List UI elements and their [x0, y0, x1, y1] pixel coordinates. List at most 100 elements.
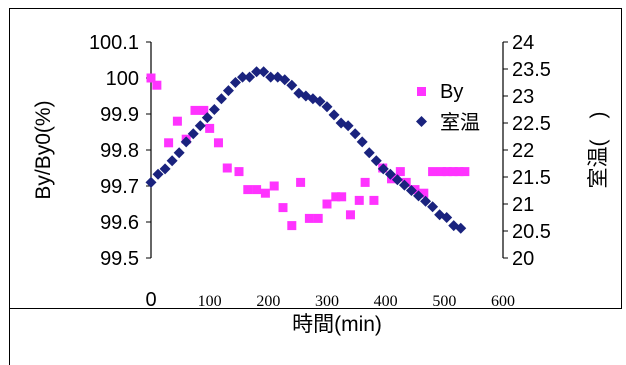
y-tick-label-right: 20: [512, 248, 534, 270]
x-ticks: 0 100 200 300 400 500 600: [145, 289, 515, 311]
x-axis-title: 時間(min): [292, 313, 382, 336]
series-room-temperature: [145, 66, 467, 234]
room-temperature-point: [201, 112, 213, 124]
by-point: [146, 73, 156, 83]
by-point: [419, 188, 429, 198]
room-temperature-point: [244, 71, 256, 83]
legend-label-by: By: [440, 81, 463, 103]
by-point: [234, 167, 244, 177]
by-point: [260, 188, 270, 198]
y-tick-label-left: 99.9: [100, 104, 139, 126]
by-point: [428, 167, 438, 177]
by-point: [387, 174, 397, 184]
room-temperature-point: [222, 85, 234, 97]
by-point: [296, 177, 306, 187]
x-tick-label: 300: [315, 293, 339, 310]
by-point: [313, 213, 323, 223]
room-temperature-point: [314, 95, 326, 107]
room-temperature-point: [342, 120, 354, 132]
by-point: [322, 199, 332, 209]
y-tick-label-right: 22: [512, 140, 534, 162]
y-tick-label-left: 100.1: [89, 32, 139, 54]
y-tick-label-right: 22.5: [512, 113, 551, 135]
y-axis-title-right: 室温( ): [587, 112, 610, 189]
legend-label-room-temperature: 室温: [440, 111, 480, 134]
by-point: [164, 138, 174, 148]
y-tick-label-left: 99.8: [100, 140, 139, 162]
by-point: [436, 167, 446, 177]
room-temperature-point: [370, 155, 382, 167]
room-temperature-point: [356, 136, 368, 148]
room-temperature-point: [251, 66, 263, 78]
room-temperature-point: [180, 136, 192, 148]
room-temperature-point: [441, 212, 453, 223]
by-point: [287, 221, 297, 231]
x-tick-label: 400: [374, 293, 398, 310]
y-ticks-left: 100.1 100 99.9 99.8 99.7 99.6 99.5: [89, 32, 151, 270]
room-temperature-point: [194, 120, 206, 132]
room-temperature-point: [237, 71, 249, 83]
room-temperature-point: [427, 201, 439, 213]
y-axis-title-left: By/By0(%): [32, 100, 55, 199]
room-temperature-point: [145, 176, 157, 188]
y-tick-label-left: 99.7: [100, 176, 139, 198]
room-temperature-point: [187, 128, 199, 140]
legend: By 室温: [396, 78, 493, 134]
by-point: [337, 192, 347, 202]
by-point: [454, 167, 464, 177]
room-temperature-point: [208, 104, 220, 115]
room-temperature-point: [377, 163, 389, 175]
room-temperature-point: [215, 93, 227, 105]
x-tick-label: 500: [432, 293, 456, 310]
y-tick-label-left: 99.6: [100, 212, 139, 234]
room-temperature-point: [279, 74, 291, 86]
by-point: [448, 167, 458, 177]
room-temperature-point: [173, 147, 185, 159]
by-point: [304, 213, 314, 223]
by-point: [345, 210, 355, 220]
room-temperature-point: [229, 77, 241, 88]
room-temperature-point: [398, 179, 410, 191]
by-point: [190, 105, 200, 115]
by-point: [460, 167, 470, 177]
room-temperature-point: [391, 174, 403, 186]
chart-border: [9, 8, 622, 309]
room-temperature-point: [363, 147, 375, 159]
y-tick-label-left: 99.5: [100, 248, 139, 270]
by-point: [172, 116, 182, 126]
by-point: [243, 185, 253, 195]
room-temperature-point: [413, 190, 425, 202]
room-temperature-point: [420, 195, 432, 207]
legend-box: [396, 78, 493, 133]
y-tick-label-right: 23: [512, 86, 534, 108]
room-temperature-point: [328, 109, 340, 121]
y-tick-label-right: 23.5: [512, 59, 551, 81]
y-tick-label-right: 21.5: [512, 167, 551, 189]
y-ticks-right: 24 23.5 23 22.5 22 21.5 21 20.5 20: [503, 32, 551, 270]
by-point: [152, 80, 162, 90]
room-temperature-point: [159, 163, 171, 175]
room-temperature-point: [455, 222, 467, 234]
room-temperature-point: [405, 185, 417, 196]
y-tick-label-right: 21: [512, 194, 534, 216]
by-point: [252, 185, 262, 195]
x-tick-label: 200: [256, 293, 280, 310]
x-tick-label: 0: [145, 289, 156, 311]
by-point: [278, 203, 288, 213]
by-point: [442, 167, 452, 177]
legend-marker-room-temperature: [416, 116, 427, 127]
by-point: [199, 105, 209, 115]
legend-marker-by: [417, 87, 426, 96]
by-point: [269, 181, 279, 191]
x-tick-label: 100: [198, 293, 222, 310]
room-temperature-point: [152, 168, 164, 180]
y-tick-label-left: 100: [106, 68, 139, 90]
y-tick-label-right: 20.5: [512, 221, 551, 243]
room-temperature-point: [265, 71, 277, 83]
by-point: [222, 163, 232, 173]
room-temperature-point: [321, 101, 333, 113]
by-point: [213, 138, 223, 148]
by-point: [369, 195, 379, 205]
by-point: [331, 192, 341, 202]
